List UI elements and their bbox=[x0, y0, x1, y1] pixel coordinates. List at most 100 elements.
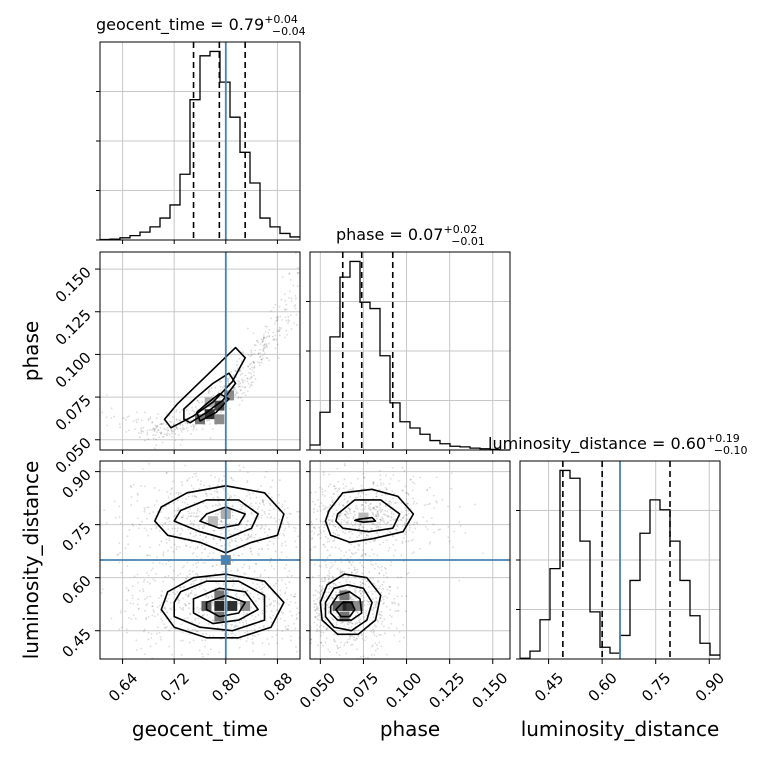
scatter-point bbox=[272, 542, 275, 545]
scatter-point bbox=[276, 319, 279, 322]
scatter-point bbox=[181, 439, 184, 441]
scatter-point bbox=[389, 500, 391, 503]
scatter-point bbox=[220, 544, 222, 547]
scatter-point bbox=[191, 495, 194, 498]
scatter-point bbox=[374, 523, 376, 526]
scatter-point bbox=[398, 631, 401, 633]
scatter-point bbox=[189, 592, 192, 595]
scatter-point bbox=[268, 540, 271, 543]
scatter-point bbox=[340, 550, 343, 552]
scatter-point bbox=[172, 569, 175, 572]
scatter-point bbox=[412, 475, 415, 478]
scatter-point bbox=[245, 622, 248, 625]
scatter-point bbox=[365, 542, 368, 545]
scatter-point bbox=[250, 550, 252, 552]
scatter-point bbox=[227, 592, 230, 594]
scatter-point bbox=[184, 505, 187, 508]
scatter-point bbox=[297, 611, 300, 614]
scatter-point bbox=[320, 629, 322, 632]
scatter-point bbox=[408, 529, 411, 532]
scatter-point bbox=[369, 563, 372, 565]
scatter-point bbox=[354, 623, 357, 626]
scatter-point bbox=[369, 603, 371, 605]
scatter-point bbox=[401, 466, 404, 469]
scatter-point bbox=[374, 515, 377, 517]
scatter-point bbox=[345, 514, 347, 517]
scatter-point bbox=[269, 560, 272, 563]
scatter-point bbox=[310, 638, 312, 641]
scatter-point bbox=[358, 534, 361, 537]
scatter-point bbox=[196, 555, 198, 558]
scatter-point bbox=[320, 578, 323, 581]
scatter-point bbox=[244, 386, 247, 389]
scatter-point bbox=[321, 580, 324, 583]
scatter-point bbox=[239, 389, 242, 392]
scatter-point bbox=[165, 600, 168, 602]
scatter-point bbox=[243, 563, 246, 566]
scatter-point bbox=[128, 529, 131, 531]
scatter-point bbox=[344, 513, 347, 516]
scatter-point bbox=[232, 632, 234, 635]
scatter-point bbox=[241, 566, 244, 569]
scatter-point bbox=[344, 521, 347, 523]
scatter-point bbox=[181, 566, 184, 569]
scatter-point bbox=[380, 610, 383, 613]
scatter-point bbox=[284, 592, 286, 595]
density-cell bbox=[204, 409, 215, 420]
scatter-point bbox=[250, 362, 252, 365]
scatter-point bbox=[341, 621, 344, 624]
scatter-point bbox=[338, 503, 341, 506]
scatter-point bbox=[385, 488, 388, 491]
scatter-point bbox=[110, 617, 113, 620]
scatter-point bbox=[261, 341, 264, 343]
scatter-point bbox=[288, 525, 290, 528]
scatter-point bbox=[411, 481, 414, 483]
scatter-point bbox=[301, 513, 303, 515]
scatter-point bbox=[290, 553, 292, 555]
scatter-point bbox=[147, 419, 150, 422]
scatter-point bbox=[281, 319, 283, 321]
scatter-point bbox=[215, 513, 217, 516]
scatter-point bbox=[308, 513, 310, 515]
truth-marker bbox=[221, 556, 230, 564]
scatter-point bbox=[363, 596, 366, 599]
scatter-point bbox=[324, 591, 327, 594]
density-cell bbox=[339, 590, 350, 601]
scatter-point bbox=[209, 423, 211, 425]
scatter-point bbox=[167, 496, 170, 499]
scatter-point bbox=[257, 516, 260, 518]
scatter-point bbox=[262, 501, 264, 503]
scatter-point bbox=[263, 510, 266, 513]
scatter-point bbox=[383, 521, 386, 524]
scatter-point bbox=[384, 486, 387, 489]
scatter-point bbox=[143, 628, 146, 631]
scatter-point bbox=[326, 628, 329, 631]
scatter-point bbox=[132, 602, 135, 605]
scatter-point bbox=[283, 336, 286, 339]
scatter-point bbox=[256, 541, 259, 544]
scatter-point bbox=[246, 377, 249, 380]
scatter-point bbox=[247, 327, 249, 330]
scatter-point bbox=[429, 541, 432, 544]
scatter-point bbox=[198, 622, 201, 625]
scatter-point bbox=[142, 468, 144, 470]
scatter-point bbox=[350, 489, 353, 492]
scatter-point bbox=[267, 587, 270, 589]
scatter-point bbox=[208, 419, 210, 422]
scatter-point bbox=[260, 358, 263, 361]
scatter-point bbox=[266, 346, 268, 349]
scatter-point bbox=[273, 322, 276, 325]
scatter-point bbox=[343, 462, 346, 465]
scatter-point bbox=[349, 598, 352, 600]
scatter-point bbox=[229, 385, 231, 388]
scatter-point bbox=[97, 399, 99, 401]
tick-label-x-geocent-time: 0.88 bbox=[260, 669, 296, 705]
scatter-point bbox=[160, 540, 163, 543]
title-plus: +0.02 bbox=[443, 223, 477, 236]
scatter-point bbox=[189, 612, 192, 615]
scatter-point bbox=[291, 510, 293, 512]
scatter-point bbox=[278, 603, 280, 605]
scatter-point bbox=[316, 615, 319, 617]
scatter-point bbox=[138, 523, 141, 526]
scatter-point bbox=[393, 634, 396, 637]
